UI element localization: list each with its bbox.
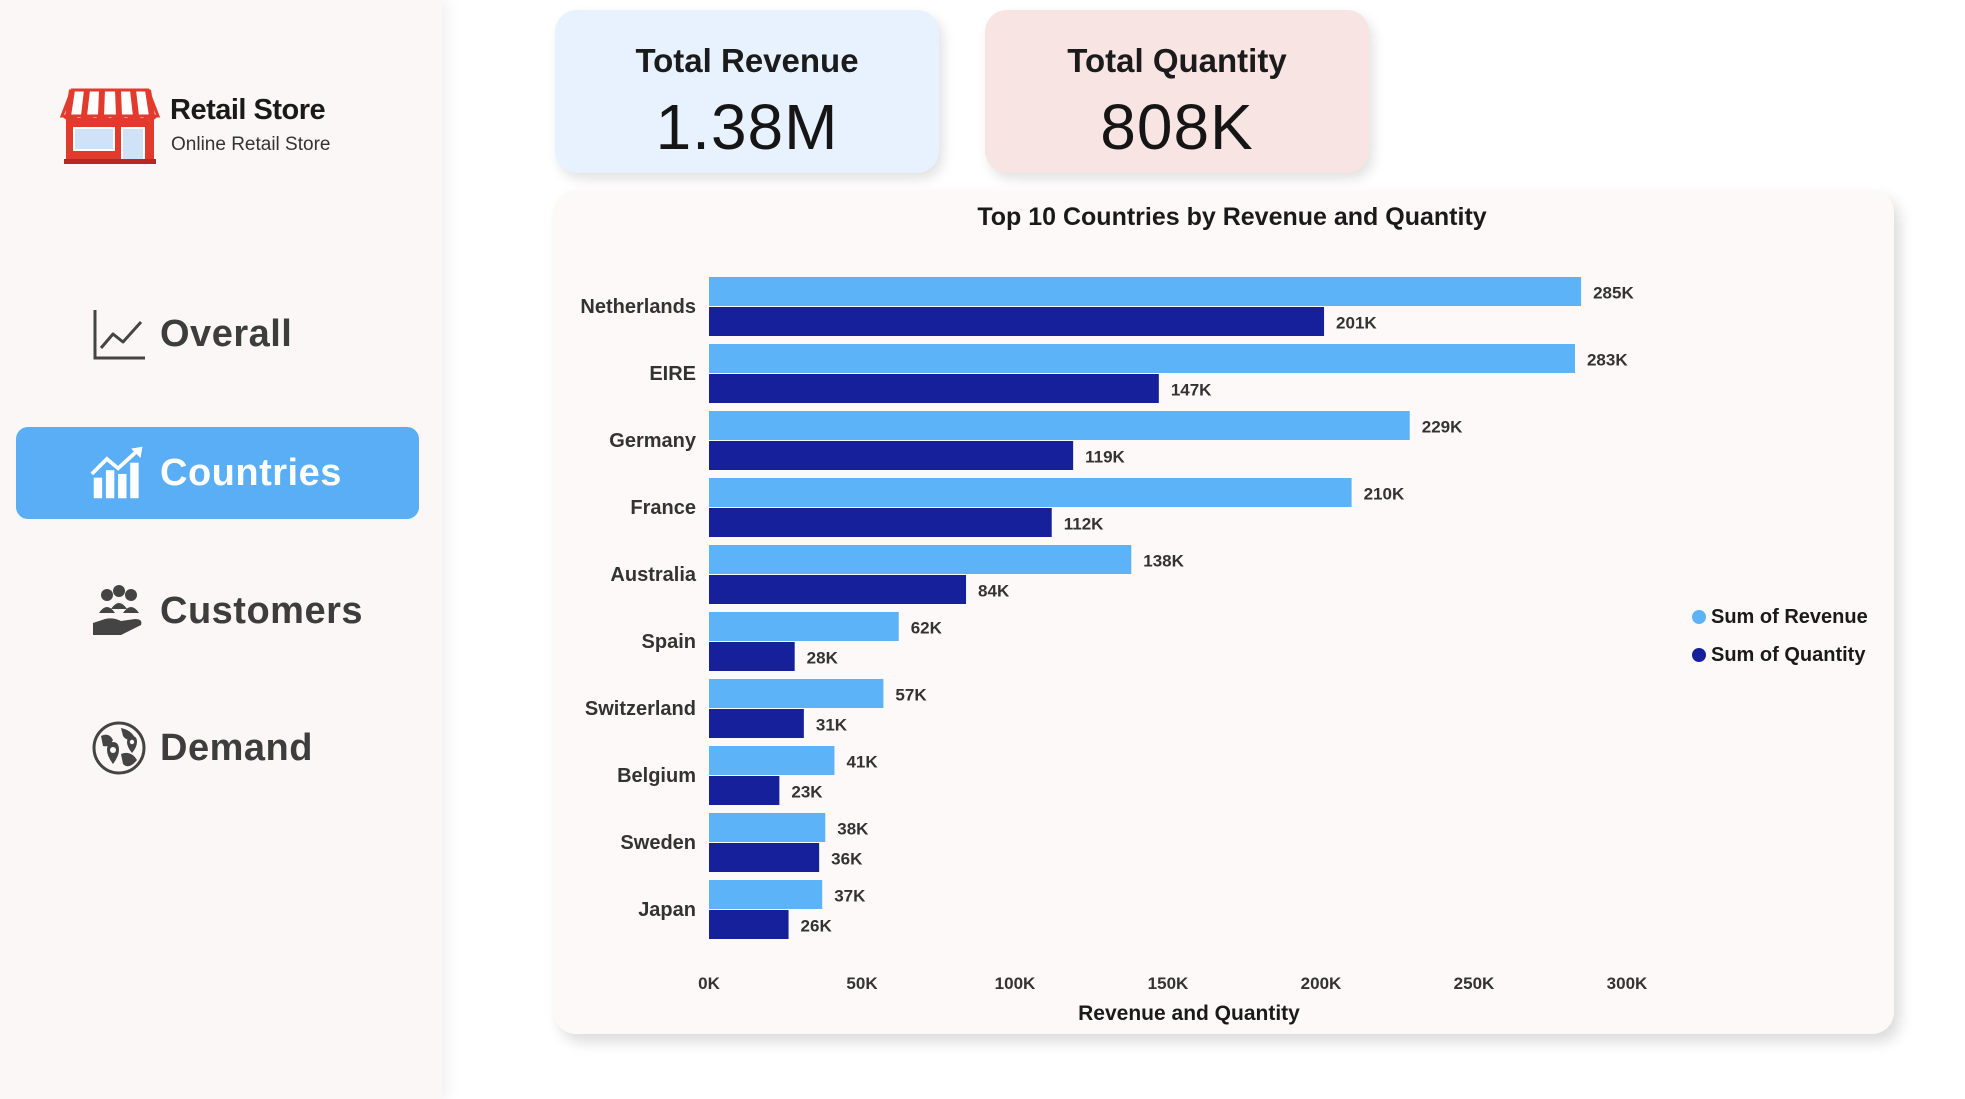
bar-revenue[interactable] [709, 411, 1410, 440]
category-label: Switzerland [585, 698, 696, 720]
bar-revenue[interactable] [709, 746, 835, 775]
category-label: Sweden [620, 832, 696, 854]
nav-item-overall[interactable]: Overall [16, 288, 419, 380]
bar-quantity[interactable] [709, 575, 967, 604]
bar-quantity[interactable] [709, 843, 820, 872]
kpi-value: 808K [1100, 91, 1254, 163]
kpi-total-quantity: Total Quantity 808K [985, 10, 1369, 173]
nav-label-overall: Overall [160, 312, 293, 355]
bar-quantity[interactable] [709, 508, 1052, 537]
bar-revenue[interactable] [709, 277, 1582, 306]
x-axis-label: Revenue and Quantity [1078, 1002, 1300, 1025]
chart-legend: Sum of Revenue Sum of Quantity [1692, 598, 1868, 674]
data-label-revenue: 37K [834, 887, 866, 906]
logo-subtitle: Online Retail Store [171, 134, 331, 155]
bar-quantity[interactable] [709, 709, 804, 738]
bar-quantity[interactable] [709, 307, 1325, 336]
nav-label-customers: Customers [160, 589, 363, 632]
bar-quantity[interactable] [709, 441, 1074, 470]
data-label-revenue: 138K [1143, 552, 1184, 571]
globe-pin-icon [90, 719, 148, 777]
sidebar: Retail Store Online Retail Store Overall… [0, 0, 442, 1099]
bar-quantity[interactable] [709, 642, 795, 671]
x-tick-label: 100K [995, 974, 1036, 993]
data-label-quantity: 201K [1336, 314, 1377, 333]
bar-quantity[interactable] [709, 910, 789, 939]
category-label: Belgium [617, 765, 696, 787]
x-tick-label: 250K [1454, 974, 1495, 993]
category-label: Germany [609, 430, 697, 452]
data-label-revenue: 38K [837, 820, 869, 839]
data-label-revenue: 210K [1364, 485, 1405, 504]
customers-hand-icon [90, 582, 148, 640]
line-chart-icon [90, 305, 148, 363]
x-tick-label: 150K [1148, 974, 1189, 993]
data-label-quantity: 119K [1085, 448, 1125, 467]
bar-revenue[interactable] [709, 813, 826, 842]
legend-item-revenue[interactable]: Sum of Revenue [1692, 598, 1868, 636]
countries-chart-card: Top 10 Countries by Revenue and Quantity… [554, 190, 1894, 1034]
bar-revenue[interactable] [709, 679, 884, 708]
data-label-quantity: 26K [801, 917, 833, 936]
data-label-revenue: 283K [1587, 351, 1628, 370]
legend-dot-revenue [1692, 610, 1706, 624]
kpi-title: Total Revenue [635, 42, 859, 79]
nav-item-countries[interactable]: Countries [16, 427, 419, 519]
category-label: France [630, 497, 696, 519]
category-label: Japan [638, 899, 696, 921]
data-label-quantity: 28K [807, 649, 839, 668]
legend-label-quantity: Sum of Quantity [1711, 643, 1866, 666]
bar-quantity[interactable] [709, 776, 780, 805]
bar-quantity[interactable] [709, 374, 1159, 403]
bar-revenue[interactable] [709, 880, 823, 909]
data-label-quantity: 84K [978, 582, 1010, 601]
category-label: Netherlands [580, 296, 696, 318]
growth-bar-chart-icon [90, 444, 148, 502]
data-label-revenue: 41K [846, 753, 878, 772]
nav-label-demand: Demand [160, 726, 313, 769]
data-label-revenue: 285K [1593, 284, 1634, 303]
category-label: Australia [610, 564, 696, 586]
legend-label-revenue: Sum of Revenue [1711, 605, 1868, 628]
bar-revenue[interactable] [709, 478, 1352, 507]
category-label: Spain [642, 631, 696, 653]
data-label-quantity: 147K [1171, 381, 1212, 400]
nav-label-countries: Countries [160, 451, 342, 494]
countries-bar-chart: Top 10 Countries by Revenue and Quantity… [580, 203, 1648, 1025]
data-label-quantity: 23K [791, 783, 823, 802]
bar-revenue[interactable] [709, 612, 899, 641]
x-tick-label: 50K [846, 974, 878, 993]
data-label-revenue: 229K [1422, 418, 1463, 437]
storefront-icon [60, 88, 160, 164]
legend-item-quantity[interactable]: Sum of Quantity [1692, 636, 1868, 674]
x-tick-label: 0K [698, 974, 720, 993]
nav-item-demand[interactable]: Demand [16, 702, 419, 794]
x-tick-label: 200K [1301, 974, 1342, 993]
data-label-quantity: 112K [1064, 515, 1104, 534]
category-label: EIRE [649, 363, 696, 385]
bar-revenue[interactable] [709, 344, 1575, 373]
logo-title: Retail Store [170, 94, 326, 126]
chart-title: Top 10 Countries by Revenue and Quantity [977, 203, 1486, 231]
logo[interactable]: Retail Store Online Retail Store [60, 88, 380, 168]
kpi-title: Total Quantity [1067, 42, 1287, 79]
data-label-revenue: 57K [895, 686, 927, 705]
kpi-value: 1.38M [655, 91, 839, 163]
data-label-revenue: 62K [911, 619, 943, 638]
kpi-total-revenue: Total Revenue 1.38M [555, 10, 939, 173]
data-label-quantity: 36K [831, 850, 863, 869]
x-tick-label: 300K [1607, 974, 1648, 993]
nav-item-customers[interactable]: Customers [16, 565, 419, 657]
data-label-quantity: 31K [816, 716, 848, 735]
bar-revenue[interactable] [709, 545, 1132, 574]
legend-dot-quantity [1692, 648, 1706, 662]
